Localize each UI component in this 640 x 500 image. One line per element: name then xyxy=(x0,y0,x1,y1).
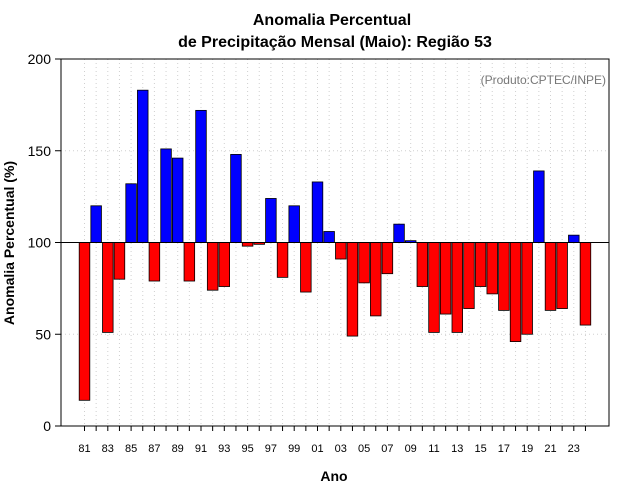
y-tick-label: 0 xyxy=(43,418,51,434)
x-tick-label: 93 xyxy=(218,443,230,455)
bars xyxy=(78,89,592,401)
bar-14 xyxy=(463,242,475,309)
y-tick-label: 150 xyxy=(28,143,52,159)
y-tick-label: 100 xyxy=(28,235,52,251)
x-tick-label: 19 xyxy=(521,443,533,455)
bar-11 xyxy=(428,242,440,333)
bar-91 xyxy=(195,109,207,243)
bar-85 xyxy=(125,183,137,243)
bar-23 xyxy=(568,234,580,243)
x-tick-label: 05 xyxy=(358,443,370,455)
bar-19 xyxy=(521,242,533,335)
bar-92 xyxy=(206,242,219,291)
bar-89 xyxy=(171,157,184,243)
bar-05 xyxy=(358,242,370,284)
bar-20 xyxy=(533,170,545,243)
bar-03 xyxy=(335,242,347,260)
x-tick-label: 17 xyxy=(498,443,510,455)
bar-15 xyxy=(474,242,487,287)
bar-86 xyxy=(137,89,149,243)
x-tick-label: 01 xyxy=(311,443,323,455)
bar-08 xyxy=(393,223,405,243)
bar-88 xyxy=(160,148,172,243)
x-tick-label: 91 xyxy=(195,443,207,455)
bar-12 xyxy=(439,242,452,315)
y-axis-label: Anomalia Percentual (%) xyxy=(1,161,17,325)
bar-83 xyxy=(102,242,114,333)
x-tick-label: 87 xyxy=(148,443,160,455)
x-tick-label: 85 xyxy=(125,443,137,455)
x-tick-label: 89 xyxy=(172,443,184,455)
bar-04 xyxy=(346,242,359,337)
bar-16 xyxy=(486,242,498,295)
y-tick-label: 200 xyxy=(28,51,52,67)
x-tick-label: 11 xyxy=(428,443,439,455)
bar-87 xyxy=(148,242,161,282)
bar-99 xyxy=(288,205,300,243)
x-axis-label: Ano xyxy=(320,468,347,484)
x-axis: 81 83 85 87 89 91 93 95 97 99 01 03 05 07 09 11 13 15 17 19… xyxy=(78,426,586,455)
chart-title-line2: de Precipitação Mensal (Maio): Região 53 xyxy=(178,34,492,51)
chart-title-line1: Anomalia Percentual xyxy=(253,12,411,29)
bar-98 xyxy=(276,242,289,278)
bar-13 xyxy=(451,242,464,333)
bar-01 xyxy=(311,181,324,243)
y-axis: 0 50 100 150 200 xyxy=(28,51,61,434)
y-tick-label: 50 xyxy=(35,326,51,342)
bar-10 xyxy=(416,242,429,287)
x-tick-label: 23 xyxy=(568,443,580,455)
x-tick-label: 13 xyxy=(451,443,463,455)
x-tick-label: 07 xyxy=(381,443,393,455)
x-tick-label: 97 xyxy=(265,443,277,455)
credit-text: (Produto:CPTEC/INPE) xyxy=(481,73,606,87)
bar-97 xyxy=(265,198,277,243)
x-tick-label: 81 xyxy=(78,443,90,455)
bar-17 xyxy=(498,242,510,311)
bar-18 xyxy=(509,242,522,342)
x-tick-label: 83 xyxy=(102,443,114,455)
bar-22 xyxy=(556,242,568,309)
bar-93 xyxy=(218,242,231,287)
bar-90 xyxy=(183,242,196,282)
x-tick-label: 95 xyxy=(241,443,253,455)
bar-95 xyxy=(241,242,254,247)
bar-84 xyxy=(113,242,126,280)
bar-02 xyxy=(323,231,335,243)
x-tick-label: 03 xyxy=(335,443,347,455)
bar-94 xyxy=(230,154,242,243)
bar-82 xyxy=(90,205,102,243)
bar-21 xyxy=(544,242,557,311)
x-tick-label: 99 xyxy=(288,443,300,455)
x-tick-label: 15 xyxy=(474,443,486,455)
x-tick-label: 21 xyxy=(544,443,556,455)
x-tick-label: 09 xyxy=(405,443,417,455)
bar-24 xyxy=(579,242,592,326)
bar-06 xyxy=(370,242,382,317)
bar-81 xyxy=(78,242,91,401)
bar-07 xyxy=(381,242,394,275)
bar-00 xyxy=(300,242,312,293)
